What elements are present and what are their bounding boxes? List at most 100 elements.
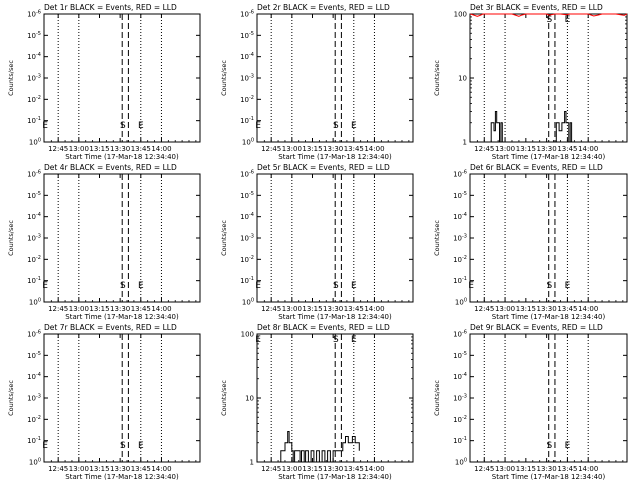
marker-e: E	[351, 121, 357, 131]
y-tick-label: 10	[458, 75, 467, 83]
x-tick-label: 13:45	[344, 145, 364, 153]
x-tick-label: 13:45	[131, 465, 151, 473]
panel-title: Det 8r BLACK = Events, RED = LLD	[257, 323, 390, 332]
y-tick-label: 10-5	[27, 351, 41, 360]
x-axis-label: Start Time (17-Mar-18 12:34:40)	[492, 313, 606, 321]
y-tick-label: 10-5	[240, 191, 254, 200]
series-line-2	[490, 111, 573, 143]
x-axis-label: Start Time (17-Mar-18 12:34:40)	[278, 153, 392, 161]
y-tick-label: 10-4	[240, 212, 254, 221]
x-tick-label: 13:15	[89, 465, 109, 473]
y-tick-label: 10-2	[27, 95, 41, 104]
marker-e: E	[138, 281, 144, 291]
x-tick-label: 13:30	[537, 465, 557, 473]
y-axis-label: Counts/sec	[7, 220, 15, 256]
x-axis-label: Start Time (17-Mar-18 12:34:40)	[65, 313, 179, 321]
x-tick-label: 13:30	[537, 305, 557, 313]
y-tick-label: 10-3	[453, 234, 467, 243]
x-axis-label: Start Time (17-Mar-18 12:34:40)	[278, 313, 392, 321]
y-tick-label: 100	[455, 298, 467, 307]
y-tick-label: 10-6	[240, 10, 254, 19]
y-axis-label: Counts/sec	[220, 60, 228, 96]
marker-e: E	[42, 441, 48, 451]
marker-s: S	[547, 15, 553, 25]
x-tick-label: 13:00	[495, 145, 515, 153]
x-tick-label: 13:15	[516, 145, 536, 153]
y-tick-label: 10-3	[27, 74, 41, 83]
y-axis-label: Counts/sec	[220, 220, 228, 256]
y-axis-label: Counts/sec	[433, 380, 441, 416]
y-tick-label: 10-3	[27, 394, 41, 403]
x-tick-label: 13:00	[282, 145, 302, 153]
x-tick-label: 12:45	[48, 465, 68, 473]
x-tick-label: 13:15	[516, 305, 536, 313]
x-tick-label: 13:45	[344, 305, 364, 313]
y-tick-label: 1	[250, 459, 254, 467]
x-tick-label: 14:00	[151, 145, 171, 153]
x-tick-label: 13:00	[69, 145, 89, 153]
marker-e: E	[565, 441, 571, 451]
x-tick-label: 13:00	[282, 465, 302, 473]
panel-det-4: Det 4r BLACK = Events, RED = LLD 100 10-1 1…	[7, 163, 201, 321]
y-tick-label: 10-2	[453, 255, 467, 264]
panel-det-2: Det 2r BLACK = Events, RED = LLD 100 10-1 1…	[220, 3, 414, 161]
y-tick-label: 10-1	[27, 276, 41, 285]
panel-det-9: Det 9r BLACK = Events, RED = LLD 100 10-1 1…	[433, 323, 628, 480]
y-tick-label: 10-5	[240, 31, 254, 40]
y-axis-label: Counts/sec	[7, 60, 15, 96]
x-tick-label: 12:45	[261, 465, 281, 473]
y-axis-label: Counts/sec	[433, 60, 441, 96]
y-tick-label: 10-4	[27, 212, 41, 221]
panel-title: Det 9r BLACK = Events, RED = LLD	[470, 323, 603, 332]
y-tick-label: 100	[29, 458, 41, 467]
x-tick-label: 13:30	[110, 305, 130, 313]
marker-e: E	[42, 121, 48, 131]
x-tick-label: 13:30	[323, 145, 343, 153]
y-tick-label: 10-2	[240, 255, 254, 264]
panel-title: Det 7r BLACK = Events, RED = LLD	[44, 323, 177, 332]
y-tick-label: 10-6	[27, 170, 41, 179]
y-axis-label: Counts/sec	[7, 380, 15, 416]
x-tick-label: 12:45	[474, 465, 494, 473]
x-tick-label: 14:00	[578, 305, 598, 313]
y-tick-label: 10-6	[453, 330, 467, 339]
x-tick-label: 13:30	[110, 145, 130, 153]
y-tick-label: 10-2	[240, 95, 254, 104]
x-tick-label: 13:30	[110, 465, 130, 473]
x-tick-label: 14:00	[151, 305, 171, 313]
panel-det-1: Det 1r BLACK = Events, RED = LLD 100 10-1 1…	[7, 3, 201, 161]
marker-e: E	[351, 335, 357, 345]
y-tick-label: 10-4	[27, 372, 41, 381]
y-axis-label: Counts/sec	[433, 220, 441, 256]
y-tick-label: 10-6	[240, 170, 254, 179]
marker-s: S	[333, 121, 339, 131]
x-tick-label: 13:45	[557, 145, 577, 153]
panel-det-6: Det 6r BLACK = Events, RED = LLD 100 10-1 1…	[433, 163, 628, 321]
panel-title: Det 2r BLACK = Events, RED = LLD	[257, 3, 390, 12]
x-tick-label: 13:15	[302, 465, 322, 473]
y-tick-label: 10-4	[453, 372, 467, 381]
y-tick-label: 10-2	[27, 255, 41, 264]
y-tick-label: 10-2	[453, 415, 467, 424]
marker-s: S	[120, 441, 126, 451]
marker-e: E	[351, 281, 357, 291]
series-line-1	[470, 13, 628, 17]
x-tick-label: 13:30	[537, 145, 557, 153]
panel-det-5: Det 5r BLACK = Events, RED = LLD 100 10-1 1…	[220, 163, 414, 321]
y-tick-label: 10-3	[240, 74, 254, 83]
x-tick-label: 14:00	[151, 465, 171, 473]
x-tick-label: 12:45	[261, 145, 281, 153]
y-tick-label: 10-3	[27, 234, 41, 243]
panel-title: Det 5r BLACK = Events, RED = LLD	[257, 163, 390, 172]
x-tick-label: 13:00	[69, 465, 89, 473]
x-axis-label: Start Time (17-Mar-18 12:34:40)	[65, 473, 179, 480]
x-tick-label: 13:45	[131, 145, 151, 153]
x-tick-label: 13:45	[557, 465, 577, 473]
x-tick-label: 14:00	[364, 145, 384, 153]
y-tick-label: 10-2	[27, 415, 41, 424]
x-axis-label: Start Time (17-Mar-18 12:34:40)	[492, 473, 606, 480]
x-tick-label: 13:00	[495, 305, 515, 313]
y-tick-label: 10-4	[453, 212, 467, 221]
